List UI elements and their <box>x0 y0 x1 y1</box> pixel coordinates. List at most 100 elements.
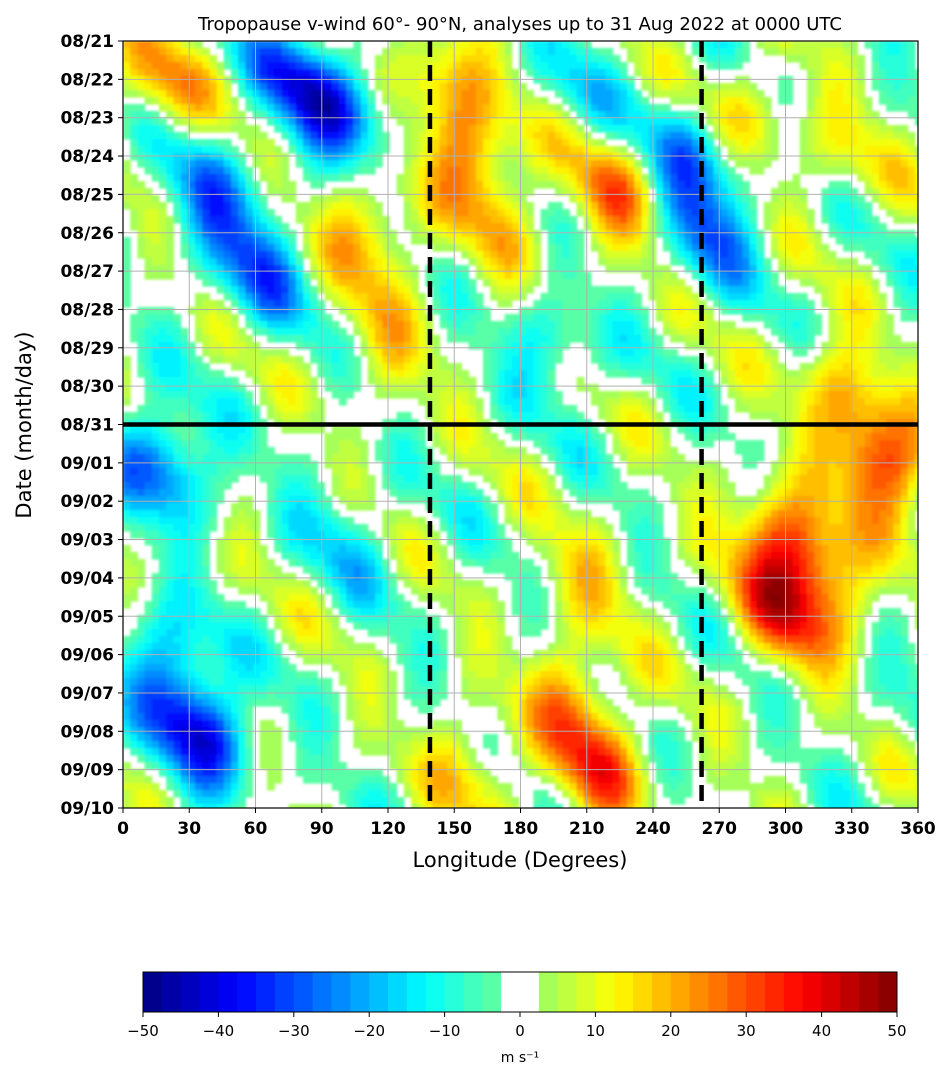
field-cell <box>540 300 549 308</box>
field-cell <box>209 412 218 420</box>
field-cell <box>274 104 282 112</box>
field-cell <box>871 370 880 378</box>
field-cell <box>583 314 592 322</box>
field-cell <box>598 69 606 77</box>
field-cell <box>699 300 707 308</box>
field-cell <box>749 83 758 91</box>
field-cell <box>166 384 174 392</box>
field-cell <box>583 209 592 217</box>
field-cell <box>583 118 592 126</box>
field-cell <box>713 230 722 238</box>
field-cell <box>691 335 700 343</box>
field-cell <box>418 230 426 238</box>
field-cell <box>720 272 729 280</box>
field-cell <box>389 55 398 63</box>
field-cell <box>583 174 592 182</box>
field-cell <box>375 356 383 364</box>
field-cell <box>677 125 686 133</box>
field-cell <box>893 398 902 406</box>
field-cell <box>324 62 333 70</box>
field-cell <box>713 90 722 98</box>
field-cell <box>915 69 918 77</box>
field-cell <box>893 48 902 56</box>
field-cell <box>490 181 498 189</box>
field-cell <box>130 139 138 147</box>
field-cell <box>180 202 189 210</box>
field-cell <box>655 69 664 77</box>
field-cell <box>699 174 707 182</box>
field-cell <box>238 307 246 315</box>
field-cell <box>367 90 376 98</box>
field-cell <box>569 125 578 133</box>
field-cell <box>490 391 498 399</box>
field-cell <box>691 125 700 133</box>
field-cell <box>209 62 218 70</box>
field-cell <box>879 328 887 336</box>
field-cell <box>814 167 822 175</box>
field-cell <box>663 363 671 371</box>
field-cell <box>850 111 858 119</box>
field-cell <box>180 167 189 175</box>
field-cell <box>756 265 765 273</box>
field-cell <box>634 335 642 343</box>
field-cell <box>526 202 534 210</box>
field-cell <box>663 279 671 287</box>
field-cell <box>339 69 347 77</box>
field-cell <box>475 62 484 70</box>
field-cell <box>526 286 534 294</box>
field-cell <box>792 398 801 406</box>
field-cell <box>915 279 918 287</box>
field-cell <box>281 405 290 413</box>
field-cell <box>324 342 333 350</box>
field-cell <box>749 391 758 399</box>
field-cell <box>807 251 815 259</box>
field-cell <box>245 321 254 329</box>
field-cell <box>195 293 203 301</box>
field-cell <box>454 391 462 399</box>
field-cell <box>591 167 599 175</box>
field-cell <box>713 356 722 364</box>
field-cell <box>288 363 297 371</box>
field-cell <box>792 181 801 189</box>
field-cell <box>634 391 642 399</box>
field-cell <box>864 132 873 140</box>
field-cell <box>655 62 664 70</box>
field-cell <box>151 146 160 154</box>
field-cell <box>468 90 477 98</box>
field-cell <box>511 216 520 224</box>
field-cell <box>382 146 390 154</box>
field-cell <box>828 104 837 112</box>
field-cell <box>619 160 628 168</box>
field-cell <box>202 363 210 371</box>
field-cell <box>799 335 808 343</box>
field-cell <box>691 265 700 273</box>
field-cell <box>547 153 556 161</box>
field-cell <box>267 62 275 70</box>
field-cell <box>627 321 635 329</box>
field-cell <box>893 195 902 203</box>
field-cell <box>195 62 203 70</box>
field-cell <box>331 160 340 168</box>
field-cell <box>684 342 693 350</box>
field-cell <box>547 321 556 329</box>
field-cell <box>418 97 426 105</box>
field-cell <box>713 153 722 161</box>
field-cell <box>382 328 390 336</box>
field-cell <box>223 48 232 56</box>
field-cell <box>555 55 563 63</box>
field-cell <box>605 90 614 98</box>
field-cell <box>871 125 880 133</box>
field-cell <box>799 160 808 168</box>
field-cell <box>843 279 851 287</box>
field-cell <box>886 97 894 105</box>
field-cell <box>490 202 498 210</box>
field-cell <box>252 265 261 273</box>
field-cell <box>490 125 498 133</box>
field-cell <box>396 321 405 329</box>
field-cell <box>857 342 866 350</box>
field-cell <box>238 342 246 350</box>
field-cell <box>641 188 650 196</box>
field-cell <box>475 139 484 147</box>
field-cell <box>850 384 858 392</box>
field-cell <box>295 41 304 49</box>
